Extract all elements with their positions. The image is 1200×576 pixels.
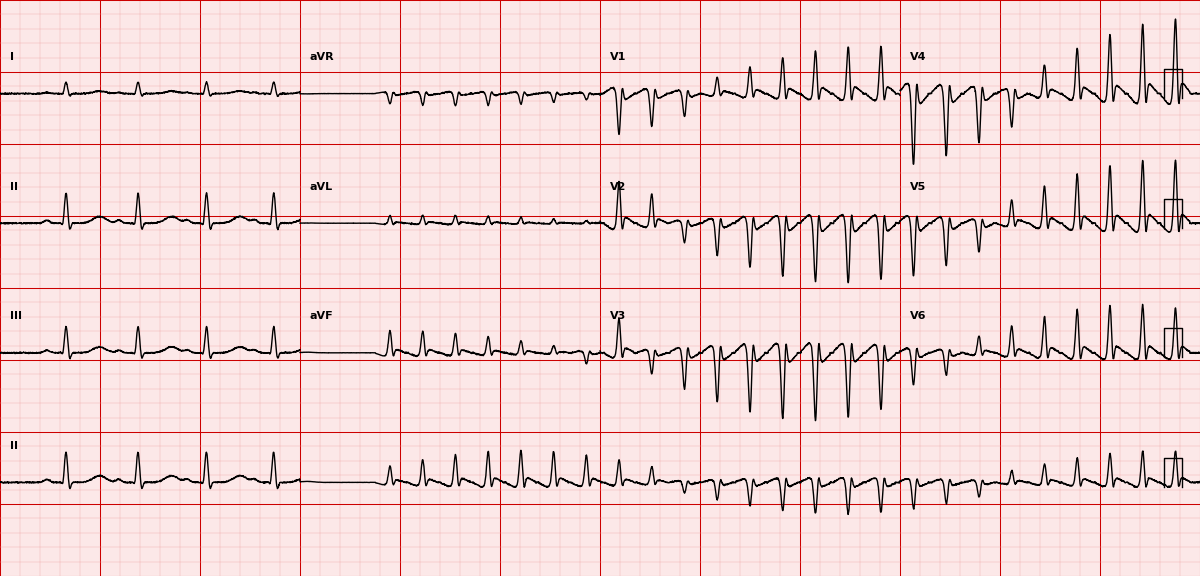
Text: V3: V3 (610, 311, 626, 321)
Text: V2: V2 (610, 181, 626, 191)
Text: II: II (10, 181, 18, 191)
Text: aVR: aVR (310, 52, 335, 62)
Text: V6: V6 (910, 311, 926, 321)
Text: V4: V4 (910, 52, 926, 62)
Text: aVL: aVL (310, 181, 334, 191)
Text: II: II (10, 441, 18, 450)
Text: I: I (10, 52, 14, 62)
Text: V5: V5 (910, 181, 926, 191)
Text: aVF: aVF (310, 311, 334, 321)
Text: III: III (10, 311, 22, 321)
Text: V1: V1 (610, 52, 626, 62)
